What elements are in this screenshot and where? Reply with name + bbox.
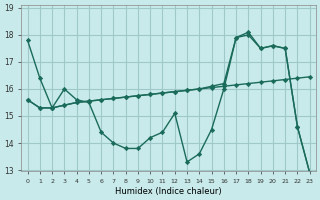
X-axis label: Humidex (Indice chaleur): Humidex (Indice chaleur) xyxy=(115,187,222,196)
